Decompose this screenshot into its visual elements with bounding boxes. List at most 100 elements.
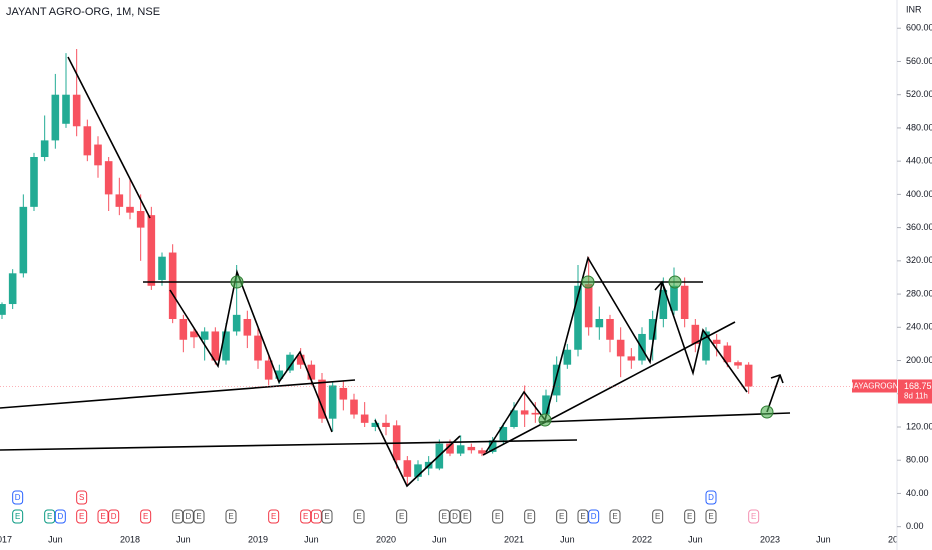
candle-body bbox=[222, 331, 230, 361]
marker bbox=[581, 275, 595, 289]
event-badge bbox=[705, 490, 717, 505]
event-label: E bbox=[196, 512, 201, 521]
event-label: E bbox=[15, 512, 20, 521]
y-tick-label: 0.00 bbox=[906, 521, 924, 531]
event-badge bbox=[609, 509, 621, 524]
candle-body bbox=[563, 349, 572, 365]
countdown-label: 8d 11h bbox=[904, 392, 928, 401]
y-tick-label: 120.00 bbox=[906, 421, 932, 431]
candle-body bbox=[371, 422, 380, 427]
event-label: D bbox=[313, 512, 319, 521]
event-label: E bbox=[324, 512, 329, 521]
x-tick-label: 2024 bbox=[888, 534, 908, 544]
candle-body bbox=[360, 414, 369, 423]
zigzag bbox=[374, 419, 461, 488]
event-badge bbox=[172, 509, 184, 524]
candle-body bbox=[243, 318, 252, 336]
event-badge bbox=[300, 509, 312, 524]
candle-body bbox=[616, 339, 625, 357]
y-tick-label: 520.00 bbox=[906, 89, 932, 99]
event-badge bbox=[182, 509, 194, 524]
event-label: E bbox=[463, 512, 468, 521]
event-label: E bbox=[271, 512, 276, 521]
event-label: D bbox=[57, 512, 63, 521]
candle-body bbox=[670, 285, 678, 311]
user-drawings bbox=[0, 56, 791, 488]
x-tick-label: Jun bbox=[48, 534, 63, 544]
event-badge bbox=[268, 509, 280, 524]
y-tick-label: 320.00 bbox=[906, 255, 932, 265]
event-label: E bbox=[612, 512, 617, 521]
candle-body bbox=[574, 285, 582, 350]
trend-line bbox=[482, 321, 736, 456]
marker bbox=[668, 275, 682, 289]
trend-line bbox=[67, 56, 151, 219]
y-tick-label: 240.00 bbox=[906, 322, 932, 332]
candle-body bbox=[659, 289, 668, 319]
plot-area: 2017 Jun 2018 Jun 2019 Jun 2020 Jun 2021 Jun 2022 J… bbox=[0, 49, 908, 544]
candle-body bbox=[467, 446, 476, 451]
candle-body bbox=[627, 356, 636, 361]
y-tick-label: 480.00 bbox=[906, 122, 932, 132]
arrow-head bbox=[654, 280, 667, 293]
event-badge bbox=[492, 509, 504, 524]
candle-body bbox=[318, 379, 326, 419]
event-badge bbox=[396, 509, 408, 524]
symbol-label-box bbox=[852, 379, 897, 393]
candle-body bbox=[339, 387, 348, 400]
candle-body bbox=[478, 450, 486, 454]
candle-body bbox=[510, 410, 518, 427]
candle-body bbox=[286, 354, 294, 371]
x-tick-label: 2021 bbox=[504, 534, 524, 544]
candle-body bbox=[232, 314, 241, 332]
candle-body bbox=[744, 364, 753, 387]
event-label: E bbox=[303, 512, 308, 521]
price-label: 168.75 bbox=[904, 381, 932, 391]
event-badge bbox=[97, 509, 109, 524]
event-label: E bbox=[495, 512, 500, 521]
x-tick-label: Jun bbox=[432, 534, 447, 544]
arrow bbox=[766, 374, 781, 413]
event-badge bbox=[76, 509, 88, 524]
event-badge bbox=[321, 509, 333, 524]
candle-body bbox=[62, 94, 70, 124]
event-label: E bbox=[751, 512, 756, 521]
candle-body bbox=[456, 445, 465, 454]
candle-body bbox=[104, 161, 113, 195]
candle-body bbox=[499, 426, 508, 441]
y-tick-label: 600.00 bbox=[906, 23, 932, 33]
x-tick-label: 2017 bbox=[0, 534, 12, 544]
x-tick-label: 2023 bbox=[760, 534, 780, 544]
event-label: D bbox=[185, 512, 191, 521]
candle-body bbox=[520, 410, 529, 415]
trend-line bbox=[0, 439, 578, 451]
candle-body bbox=[190, 331, 198, 338]
event-label: S bbox=[79, 493, 84, 502]
event-badge bbox=[140, 509, 152, 524]
candle-body bbox=[40, 140, 49, 158]
arrow-head bbox=[770, 373, 784, 384]
event-label: D bbox=[591, 512, 597, 521]
y-tick-label: 560.00 bbox=[906, 56, 932, 66]
x-tick-label: Jun bbox=[304, 534, 319, 544]
x-tick-label: 2020 bbox=[376, 534, 396, 544]
event-badge bbox=[225, 509, 237, 524]
x-tick-label: Jun bbox=[176, 534, 191, 544]
trend-line bbox=[0, 379, 356, 409]
candle-body bbox=[126, 206, 134, 213]
candle-body bbox=[94, 144, 102, 166]
candle-body bbox=[8, 273, 17, 305]
event-badge bbox=[310, 509, 322, 524]
event-badge bbox=[684, 509, 696, 524]
event-label: E bbox=[559, 512, 564, 521]
price-label-box bbox=[898, 379, 932, 404]
candle-body bbox=[446, 443, 454, 454]
candle-body bbox=[542, 395, 550, 415]
event-badge bbox=[524, 509, 536, 524]
event-label: D bbox=[111, 512, 117, 521]
candle-body bbox=[723, 345, 732, 363]
event-badge bbox=[12, 509, 24, 524]
candle-body bbox=[680, 285, 689, 319]
event-label: E bbox=[580, 512, 585, 521]
event-badge bbox=[193, 509, 205, 524]
